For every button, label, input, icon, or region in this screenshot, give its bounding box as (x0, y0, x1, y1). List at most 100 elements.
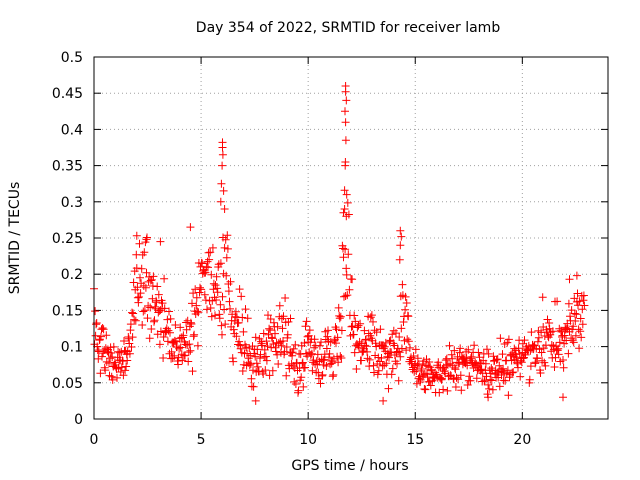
data-point (367, 311, 376, 320)
data-point (239, 327, 248, 336)
data-point (398, 280, 407, 289)
data-point (337, 354, 346, 362)
data-point (480, 377, 489, 386)
data-point (396, 292, 405, 301)
data-point (332, 339, 340, 348)
y-tick-label: 0.1 (61, 340, 83, 356)
data-point (514, 344, 523, 353)
data-point (349, 330, 358, 339)
data-point (402, 299, 411, 307)
data-point (536, 369, 545, 377)
data-point (209, 279, 218, 288)
data-point (305, 326, 314, 335)
data-point (451, 365, 460, 374)
data-point (156, 306, 165, 315)
data-point (97, 332, 105, 341)
data-point (294, 386, 303, 395)
data-point (339, 253, 348, 262)
data-point (385, 337, 394, 346)
data-point (540, 358, 549, 367)
data-point (351, 317, 360, 326)
data-point (246, 359, 255, 368)
data-point (567, 306, 576, 315)
data-point (200, 290, 209, 299)
data-point (339, 244, 347, 253)
data-point (171, 321, 180, 329)
data-point (101, 366, 110, 375)
data-point (347, 322, 356, 331)
data-point (205, 255, 214, 264)
data-point (273, 322, 282, 331)
data-point (184, 357, 193, 366)
data-point (175, 334, 184, 343)
data-point (396, 352, 405, 361)
data-point (431, 368, 440, 377)
data-point (121, 366, 130, 375)
data-point (313, 350, 322, 359)
data-point (340, 205, 349, 213)
data-point (176, 343, 185, 352)
data-point (495, 382, 504, 391)
data-point (121, 346, 130, 355)
data-point (404, 312, 413, 321)
data-point (259, 329, 268, 338)
data-point (355, 337, 364, 346)
data-point (182, 325, 191, 334)
data-point (183, 316, 192, 325)
data-point (243, 314, 252, 323)
data-point (413, 361, 422, 370)
data-point (504, 335, 513, 344)
data-point (298, 358, 307, 367)
data-point (153, 282, 162, 291)
data-point (389, 339, 398, 348)
y-tick-labels: 0 0.05 0.1 0.15 0.2 0.25 0.3 0.35 0.4 0.45 0.5 (52, 50, 83, 428)
data-point (112, 364, 121, 373)
data-point (527, 328, 536, 337)
data-point (471, 358, 480, 367)
data-point (217, 321, 226, 330)
data-point (226, 277, 235, 286)
data-point (218, 292, 227, 301)
data-point (555, 338, 564, 347)
data-point (397, 232, 406, 241)
data-point (490, 356, 499, 365)
data-point (218, 330, 226, 339)
data-point (360, 326, 369, 335)
data-point (296, 350, 305, 359)
data-point (423, 369, 431, 378)
data-point (188, 367, 197, 376)
data-point (186, 346, 195, 355)
data-point (375, 357, 384, 366)
data-point (318, 370, 327, 379)
data-point (249, 382, 258, 391)
data-point (231, 312, 240, 321)
data-point (258, 341, 267, 350)
data-point (571, 317, 580, 325)
data-point (229, 357, 238, 366)
data-point (197, 258, 206, 267)
data-point (411, 345, 420, 354)
data-point (394, 376, 403, 385)
data-point (559, 356, 567, 364)
data-point (129, 309, 138, 318)
x-tick-label: 10 (299, 432, 317, 448)
data-point (142, 268, 151, 277)
data-point (332, 325, 341, 334)
chart-title: Day 354 of 2022, SRMTID for receiver lam… (196, 20, 501, 36)
data-point (380, 342, 389, 351)
data-point (337, 326, 346, 335)
data-point (102, 331, 111, 340)
data-point (315, 341, 324, 350)
data-point (396, 241, 405, 250)
data-point (202, 262, 211, 271)
data-point (414, 374, 423, 383)
data-point (190, 330, 199, 339)
data-point (363, 354, 372, 363)
data-point (141, 283, 150, 292)
data-point (317, 338, 325, 347)
data-point (322, 344, 331, 353)
data-point (551, 353, 560, 362)
data-point (189, 289, 198, 298)
data-point (253, 362, 262, 371)
data-point (139, 307, 148, 316)
